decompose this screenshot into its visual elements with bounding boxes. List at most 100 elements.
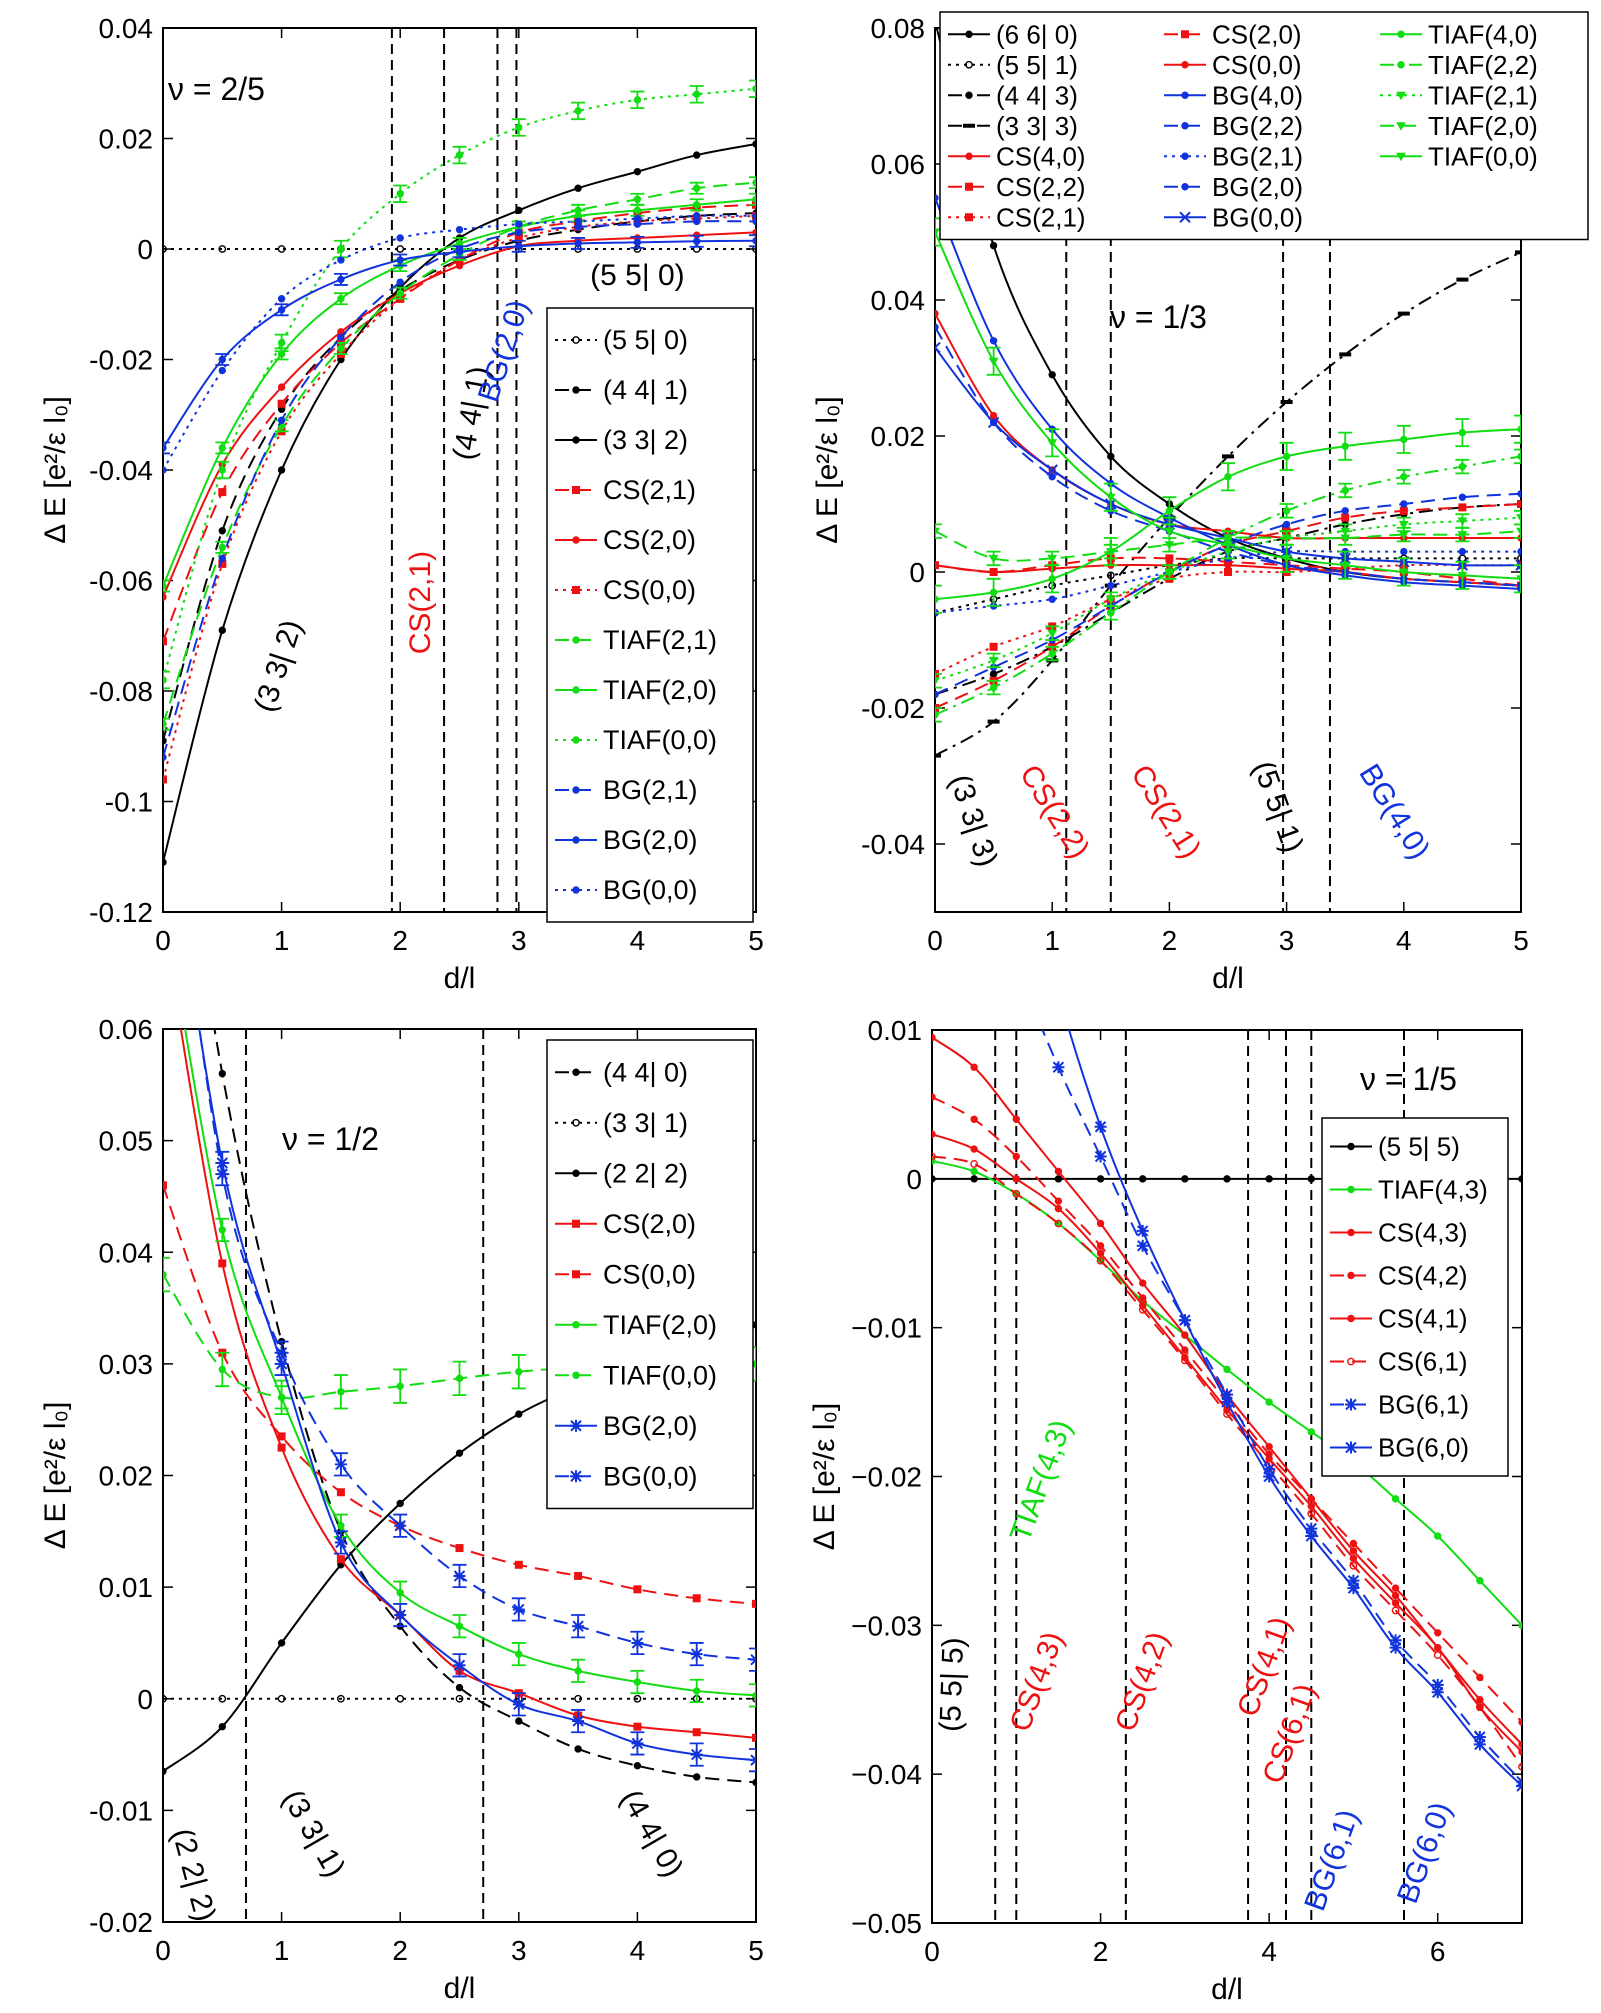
data-point (1164, 527, 1175, 537)
data-point (337, 256, 345, 264)
x-axis-label: d/l (444, 962, 476, 995)
data-point (932, 1093, 936, 1101)
legend-label: CS(4,2) (1378, 1261, 1468, 1291)
legend-item: TIAF(0,0) (555, 1360, 717, 1390)
x-axis-label: d/l (444, 1972, 476, 2005)
data-point (218, 466, 227, 474)
legend-label: (5 5| 0) (603, 325, 688, 355)
legend-item: CS(2,0) (1164, 19, 1302, 49)
data-point (935, 677, 940, 686)
x-tick-label: 6 (1430, 1936, 1446, 1967)
data-point (1054, 1197, 1063, 1205)
data-point (515, 228, 523, 237)
data-point (752, 195, 756, 203)
data-point (1047, 554, 1058, 564)
legend-item: CS(2,2) (948, 172, 1086, 202)
legend-item: TIAF(4,3) (1330, 1175, 1488, 1205)
data-point (1094, 1120, 1107, 1133)
data-point (935, 194, 939, 202)
data-point (1107, 581, 1115, 590)
error-bar (935, 673, 942, 689)
data-point (1340, 561, 1351, 571)
data-point (334, 1458, 347, 1471)
data-point (396, 278, 404, 286)
data-point (1347, 1582, 1360, 1595)
data-point (1107, 452, 1115, 461)
error-bar (935, 584, 942, 614)
y-tick-label: 0.06 (871, 149, 926, 180)
legend-item: CS(0,0) (555, 1259, 696, 1289)
data-point (633, 1722, 642, 1731)
data-point (1518, 1740, 1522, 1749)
data-point (1096, 1175, 1105, 1183)
data-point (1434, 1643, 1442, 1652)
x-tick-label: 2 (392, 925, 408, 956)
curve-label: CS(2,1) (404, 551, 437, 654)
legend-item: CS(4,1) (1330, 1304, 1468, 1334)
data-point (1265, 1443, 1273, 1451)
x-axis-label: d/l (1211, 1973, 1243, 2006)
data-point (218, 1365, 227, 1374)
data-point (1476, 1576, 1484, 1585)
data-point (1517, 452, 1521, 461)
data-point (1136, 1224, 1149, 1237)
series-line (935, 313, 1521, 540)
y-tick-label: -0.02 (861, 693, 925, 724)
legend-item: BG(2,0) (555, 1411, 698, 1441)
data-point (1516, 1780, 1522, 1793)
data-point (987, 416, 1000, 429)
chart-p2: 0 1 2 3 4 5 -0.04 -0.02 0 0.02 0.04 0.06 0.08 d/l Δ E … (811, 11, 1589, 995)
legend-item: TIAF(2,2) (1380, 50, 1538, 80)
y-axis-label: Δ E [e²/ε l₀] (39, 396, 72, 544)
data-point (1139, 1279, 1147, 1287)
legend-marker (1345, 1441, 1357, 1454)
data-point (394, 1609, 407, 1622)
data-point (277, 1393, 286, 1402)
error-bar (1514, 414, 1521, 444)
x-tick-label: 2 (1162, 925, 1178, 956)
data-point (1107, 609, 1115, 617)
curve-label: (4 4| 0) (614, 1784, 690, 1882)
data-point (932, 1033, 936, 1042)
legend-label: CS(4,0) (996, 141, 1086, 171)
y-tick-label: -0.1 (105, 787, 153, 818)
data-point (1224, 473, 1232, 481)
y-axis-label: Δ E [e²/ε l₀] (811, 396, 844, 544)
data-point (163, 1181, 167, 1190)
y-tick-label: 0.04 (99, 1237, 154, 1268)
data-point (218, 366, 227, 375)
legend-marker (1181, 152, 1189, 160)
data-point (935, 595, 939, 603)
data-point (1391, 1495, 1400, 1503)
data-point (455, 151, 464, 159)
data-point (1399, 506, 1408, 515)
data-point (334, 1536, 347, 1549)
data-point (633, 214, 642, 223)
curve-label: (5 5| 0) (590, 259, 685, 292)
data-point (935, 323, 939, 331)
legend-marker (572, 1169, 580, 1177)
x-tick-label: 4 (1261, 1936, 1277, 1967)
legend-label: CS(2,1) (996, 202, 1086, 232)
error-bar (749, 1683, 756, 1708)
data-point (277, 1443, 286, 1452)
chart-p1: 0 1 2 3 4 5 -0.12 -0.1 -0.08 -0.06 -0.04 -0.02 0 0.02… (39, 13, 764, 995)
data-point (1517, 490, 1521, 498)
data-point (1433, 1651, 1442, 1660)
data-point (1223, 1175, 1231, 1183)
error-bar (1514, 564, 1521, 594)
series-line (935, 346, 1521, 567)
data-point (515, 206, 523, 215)
data-point (572, 1620, 585, 1633)
curve-label: BG(4,0) (1352, 758, 1436, 865)
data-point (693, 90, 701, 99)
data-point (989, 683, 998, 692)
data-point (1517, 554, 1521, 563)
legend-marker (572, 1219, 580, 1228)
data-point (218, 543, 227, 552)
series-line (163, 239, 756, 449)
y-tick-label: 0.01 (868, 1015, 923, 1046)
data-point (1094, 1150, 1107, 1163)
x-tick-label: 5 (748, 925, 764, 956)
x-tick-label: 0 (924, 1936, 940, 1967)
